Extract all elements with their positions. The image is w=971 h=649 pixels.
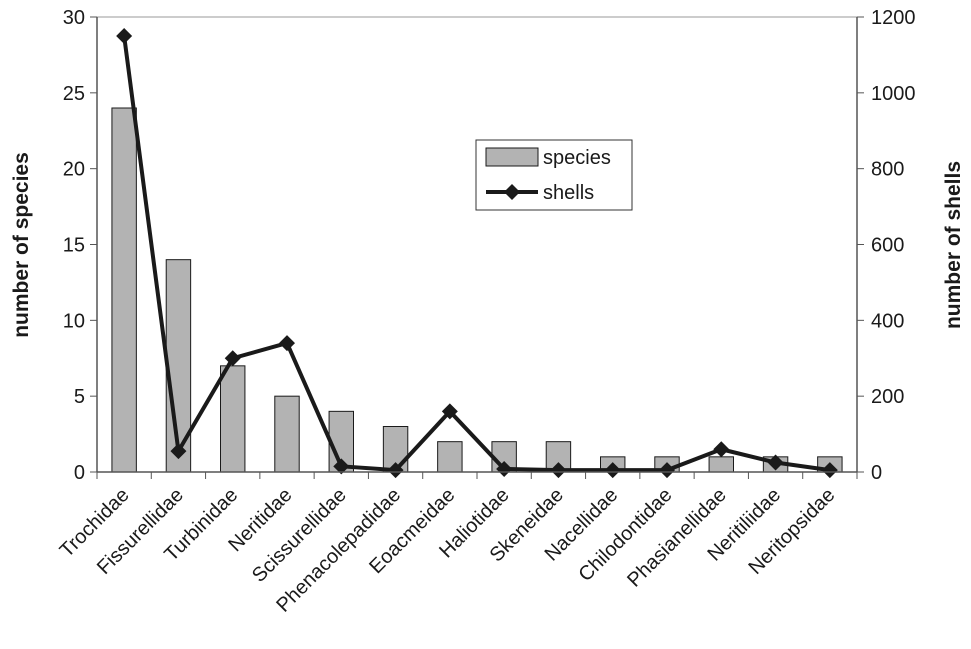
y2-tick-label: 1200: [871, 7, 916, 29]
shells-point-phasianellidae: [713, 441, 730, 458]
shells-point-trochidae: [116, 27, 133, 44]
shells-point-fissurellidae: [170, 443, 187, 460]
plot-area-border: [96, 16, 858, 473]
shells-point-haliotidae: [496, 460, 513, 477]
left-axis-ticks: 0 5 10 15 20 25 30: [63, 7, 97, 484]
shells-point-neritidae: [279, 335, 295, 352]
bar-turbinidae: [220, 365, 246, 473]
bar-trochidae: [111, 107, 137, 473]
shells-line: [116, 27, 838, 479]
y-axis-title: number of species: [10, 152, 33, 338]
shells-point-skeneidae: [550, 462, 567, 479]
bar-neritidae: [274, 395, 300, 473]
y2-tick-label: 400: [871, 310, 904, 332]
shells-point-nacellidae: [604, 462, 621, 479]
bar-eoacmeidae: [437, 441, 463, 473]
legend-marker-shells: [504, 184, 520, 200]
shells-point-scissurellidae: [333, 458, 350, 475]
legend: species shells: [475, 139, 633, 211]
shells-point-eoacmeidae: [441, 403, 458, 420]
shells-point-turbinidae: [224, 350, 241, 367]
y-tick-label: 5: [74, 386, 85, 408]
shells-line-path: [122, 35, 831, 473]
y-tick-label: 20: [63, 159, 85, 181]
y-tick-label: 0: [74, 462, 85, 484]
axes: [96, 17, 858, 479]
right-axis-ticks: 0 200 400 600 800 1000 1200: [857, 7, 916, 484]
y2-tick-label: 0: [871, 462, 882, 484]
shells-point-phenacolepadidae: [387, 462, 404, 479]
y2-tick-label: 200: [871, 386, 904, 408]
legend-label-species: species: [543, 147, 611, 169]
y2-tick-label: 600: [871, 235, 904, 257]
y-tick-label: 25: [63, 83, 85, 105]
y2-tick-label: 800: [871, 159, 904, 181]
legend-label-shells: shells: [543, 182, 594, 204]
shells-point-neritopsidae: [821, 462, 838, 479]
legend-swatch-species: [485, 147, 539, 167]
bar-phasianellidae: [708, 456, 734, 473]
y2-tick-label: 1000: [871, 83, 916, 105]
y-tick-label: 30: [63, 7, 85, 29]
y-tick-label: 15: [63, 235, 85, 257]
plot-area: [96, 16, 858, 473]
x-tick-label: Scissurellidae: [248, 484, 351, 587]
x-tick-label: Chilodontidae: [574, 484, 676, 586]
y2-axis-title: number of shells: [942, 161, 965, 329]
category-labels: TrochidaeFissurellidaeTurbinidaeNeritida…: [56, 484, 840, 617]
shells-point-chilodontidae: [659, 462, 675, 479]
y-tick-label: 10: [63, 310, 85, 332]
shells-point-neritiliidae: [767, 454, 784, 471]
